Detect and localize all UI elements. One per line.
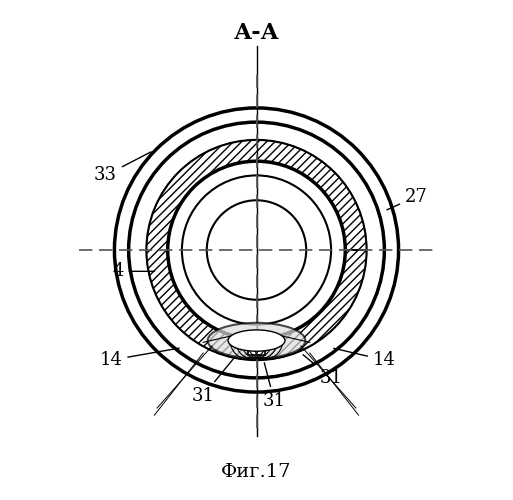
Text: 31: 31 bbox=[192, 358, 233, 405]
Ellipse shape bbox=[228, 330, 285, 351]
PathPatch shape bbox=[146, 140, 367, 360]
Bar bbox=[248, 334, 265, 355]
Ellipse shape bbox=[208, 323, 305, 358]
Text: 33: 33 bbox=[94, 152, 151, 184]
Text: 31: 31 bbox=[263, 363, 286, 410]
Text: А-А: А-А bbox=[233, 22, 280, 44]
Text: 14: 14 bbox=[100, 348, 179, 369]
Text: 27: 27 bbox=[387, 188, 428, 210]
Text: 31: 31 bbox=[303, 355, 343, 387]
Text: 14: 14 bbox=[334, 348, 396, 369]
Text: 4: 4 bbox=[112, 262, 154, 280]
Text: Фиг.17: Фиг.17 bbox=[221, 463, 292, 481]
